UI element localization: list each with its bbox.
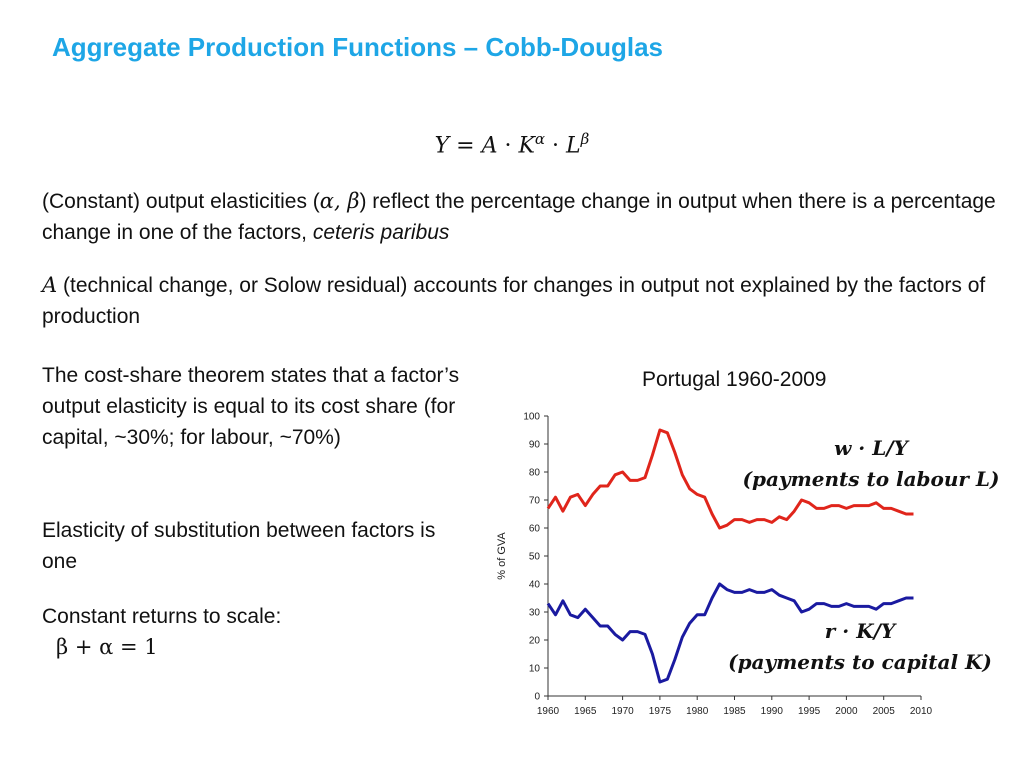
- elasticities-paragraph: (Constant) output elasticities (α, β) re…: [42, 189, 996, 244]
- y-tick-label: 90: [529, 440, 541, 451]
- x-tick-label: 1965: [574, 706, 597, 717]
- x-tick-label: 2005: [873, 706, 896, 717]
- substitution-paragraph: Elasticity of substitution between facto…: [42, 519, 436, 573]
- x-tick-label: 2000: [835, 706, 858, 717]
- chart-title: Portugal 1960-2009: [642, 368, 827, 391]
- x-tick-label: 1990: [761, 706, 784, 717]
- returns-equation: β + α = 1: [56, 635, 158, 659]
- y-tick-label: 30: [529, 608, 541, 619]
- y-tick-label: 40: [529, 580, 541, 591]
- cobb-douglas-equation: Y = A · Kα · Lβ: [434, 130, 590, 159]
- x-tick-label: 1960: [537, 706, 560, 717]
- x-tick-label: 1975: [649, 706, 672, 717]
- y-tick-label: 50: [529, 552, 541, 563]
- labour-share-annotation: w · L/Y (payments to labour L): [742, 436, 1000, 491]
- x-tick-label: 1970: [611, 706, 634, 717]
- labour-share-line: [546, 428, 914, 530]
- y-tick-label: 80: [529, 468, 541, 479]
- y-tick-label: 100: [523, 412, 540, 423]
- y-tick-label: 70: [529, 496, 541, 507]
- x-tick-label: 1980: [686, 706, 709, 717]
- y-tick-label: 0: [534, 692, 540, 703]
- y-tick-label: 60: [529, 524, 541, 535]
- x-tick-label: 1985: [723, 706, 746, 717]
- y-axis-label: % of GVA: [496, 532, 508, 580]
- x-tick-label: 2010: [910, 706, 933, 717]
- y-tick-label: 20: [529, 636, 541, 647]
- slide-title: Aggregate Production Functions – Cobb-Do…: [52, 32, 663, 62]
- returns-to-scale-paragraph: Constant returns to scale: β + α = 1: [42, 601, 462, 663]
- capital-share-line: [546, 582, 914, 684]
- solow-residual-paragraph: A (technical change, or Solow residual) …: [42, 273, 986, 328]
- y-tick-label: 10: [529, 664, 541, 675]
- capital-share-annotation: r · K/Y (payments to capital K): [728, 619, 992, 674]
- cost-share-paragraph: The cost-share theorem states that a fac…: [42, 364, 460, 449]
- x-tick-label: 1995: [798, 706, 821, 717]
